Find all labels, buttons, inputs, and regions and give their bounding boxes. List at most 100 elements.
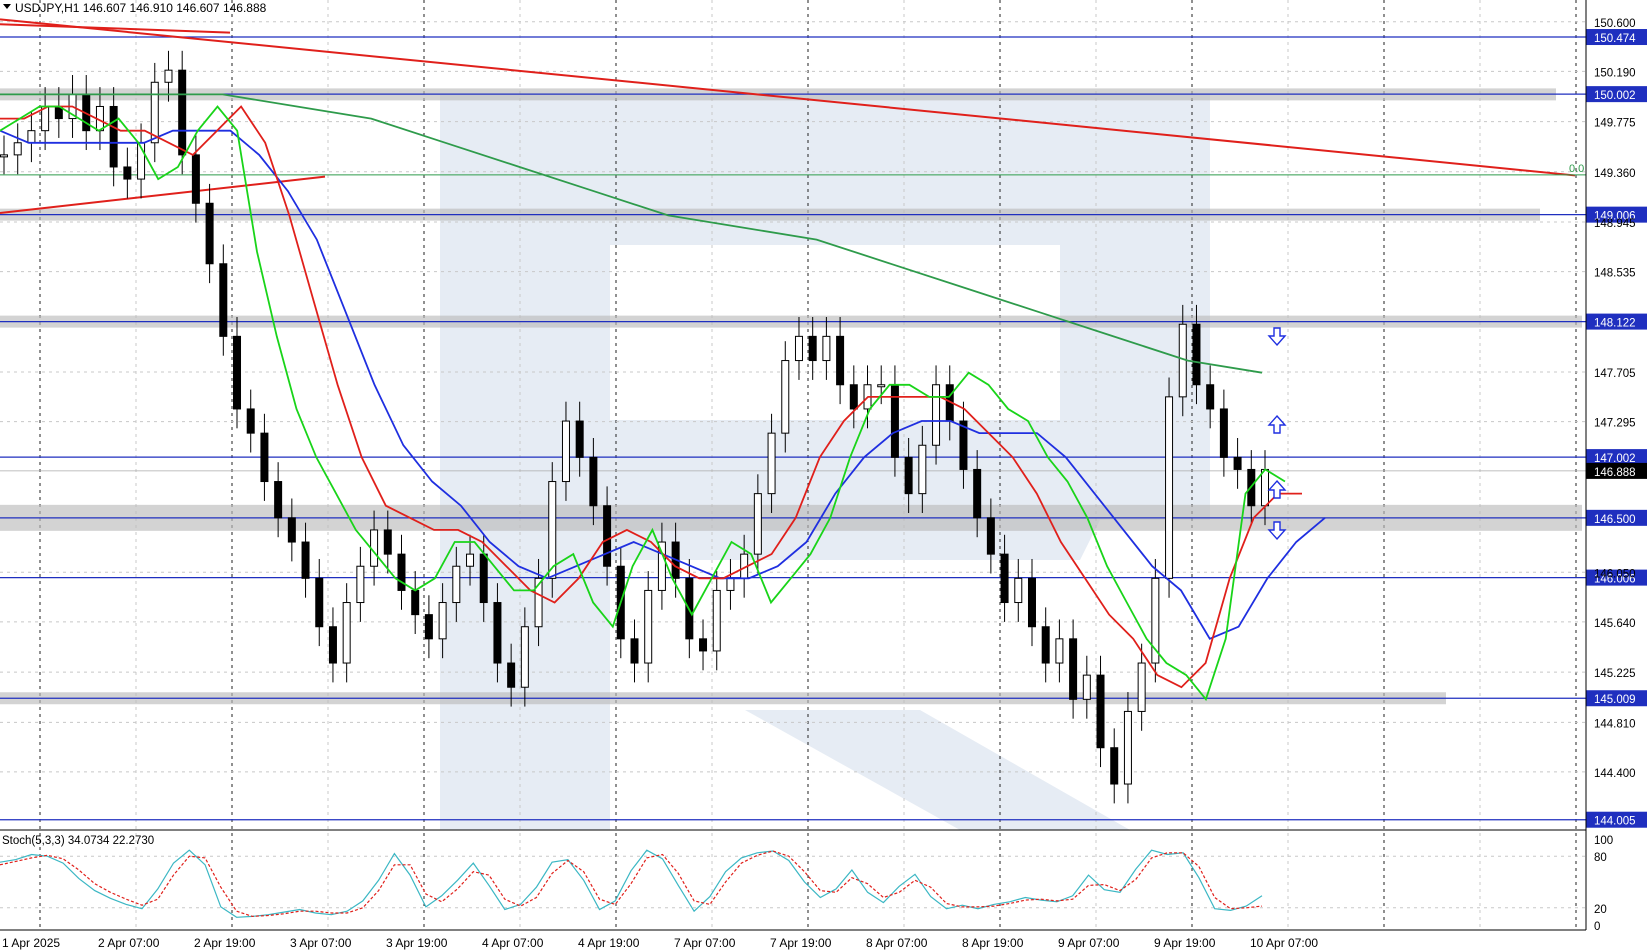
candle [808,335,817,362]
candle [1261,468,1269,507]
candle [1110,747,1119,785]
stochastic-tick-label: 20 [1594,904,1607,916]
level-tag [1586,29,1647,46]
level-label: 146.006 [1594,574,1636,586]
price-tick-label: 144.400 [1594,768,1636,780]
candle [1233,456,1242,470]
candle [109,105,118,168]
candle [164,69,173,83]
ma-mid-red [0,105,1302,689]
candle [726,577,735,591]
level-label: 150.474 [1594,33,1636,45]
candle [219,263,228,337]
price-tick-label: 147.295 [1594,418,1636,430]
candle [466,553,475,567]
candle [561,420,570,483]
level-tag [1586,811,1647,828]
level-tag [1586,569,1647,586]
candle [630,638,639,664]
candle [767,432,776,495]
broker-watermark [440,95,1210,830]
time-tick-label: 8 Apr 19:00 [962,936,1024,950]
arrow-up-icon [1267,414,1287,434]
candle [781,360,790,434]
candle [356,565,365,604]
candle [1027,577,1036,628]
stochastic-main-line [0,849,1263,918]
time-tick-label: 8 Apr 07:00 [866,936,928,950]
symbol-info: USDJPY,H1 146.607 146.910 146.607 146.88… [15,1,267,15]
candle [342,602,351,664]
candle [1082,674,1091,700]
candle [1151,577,1160,664]
price-tick-label: 146.050 [1594,568,1636,580]
candle [1123,710,1132,785]
candle [246,408,255,434]
stochastic-tick-label: 0 [1594,921,1600,933]
chart-grid [0,0,1586,930]
candle [233,335,242,410]
candle [836,335,845,386]
level-label: 150.002 [1594,90,1636,102]
candle [589,456,598,507]
candle [493,602,502,664]
fib-label: 0.0 [1569,163,1584,175]
candle [575,420,584,458]
time-tick-label: 4 Apr 07:00 [482,936,544,950]
candle [1055,638,1064,664]
price-tick-label: 149.775 [1594,118,1636,130]
candle [1041,626,1050,664]
candle [986,517,995,555]
candle [932,384,941,446]
candle [301,541,310,579]
candle [1137,662,1146,712]
time-tick-label: 10 Apr 07:00 [1250,936,1318,950]
level-label: 147.002 [1594,453,1636,465]
ma-fast-green [0,105,1286,702]
candle [328,626,337,664]
candle [918,444,927,495]
candle [1014,577,1023,604]
candle [452,565,461,604]
candle [27,130,36,144]
candle [1206,384,1215,410]
trend-line-lower-channel [0,175,326,214]
candle [438,602,447,640]
candle [397,553,406,591]
candle [712,589,721,652]
time-tick-label: 3 Apr 19:00 [386,936,448,950]
trend-line-upper-channel [0,23,231,34]
arrow-down-icon [1267,521,1287,541]
candle [849,384,858,410]
level-label: 145.009 [1594,694,1636,706]
time-tick-label: 3 Apr 07:00 [290,936,352,950]
time-tick-label: 7 Apr 07:00 [674,936,736,950]
candle [1000,553,1009,604]
candle [657,541,666,591]
candle [0,154,8,158]
stochastic-tick-label: 100 [1594,835,1613,847]
symbol-header: USDJPY,H1 146.607 146.910 146.607 146.88… [3,1,267,15]
candle [287,517,296,543]
level-tag [1586,690,1647,707]
ma-long-green [0,93,1263,374]
price-tick-label: 150.190 [1594,67,1636,79]
candle [191,154,200,204]
candle [1192,323,1201,386]
arrow-down-icon [1267,327,1287,347]
candle [424,614,433,640]
level-tag [1586,86,1647,103]
time-tick-label: 2 Apr 19:00 [194,936,256,950]
candle [753,493,762,555]
candle [534,577,543,628]
arrow-up-icon [1267,479,1287,499]
stochastic-tick-label: 80 [1594,852,1607,864]
price-tick-label: 145.225 [1594,668,1636,680]
candle [260,432,269,483]
candle [1096,674,1105,749]
triangle-down-icon[interactable] [3,4,11,9]
price-tick-label: 144.810 [1594,718,1636,730]
watermark-r-leg [745,710,1130,830]
candle [699,638,708,652]
